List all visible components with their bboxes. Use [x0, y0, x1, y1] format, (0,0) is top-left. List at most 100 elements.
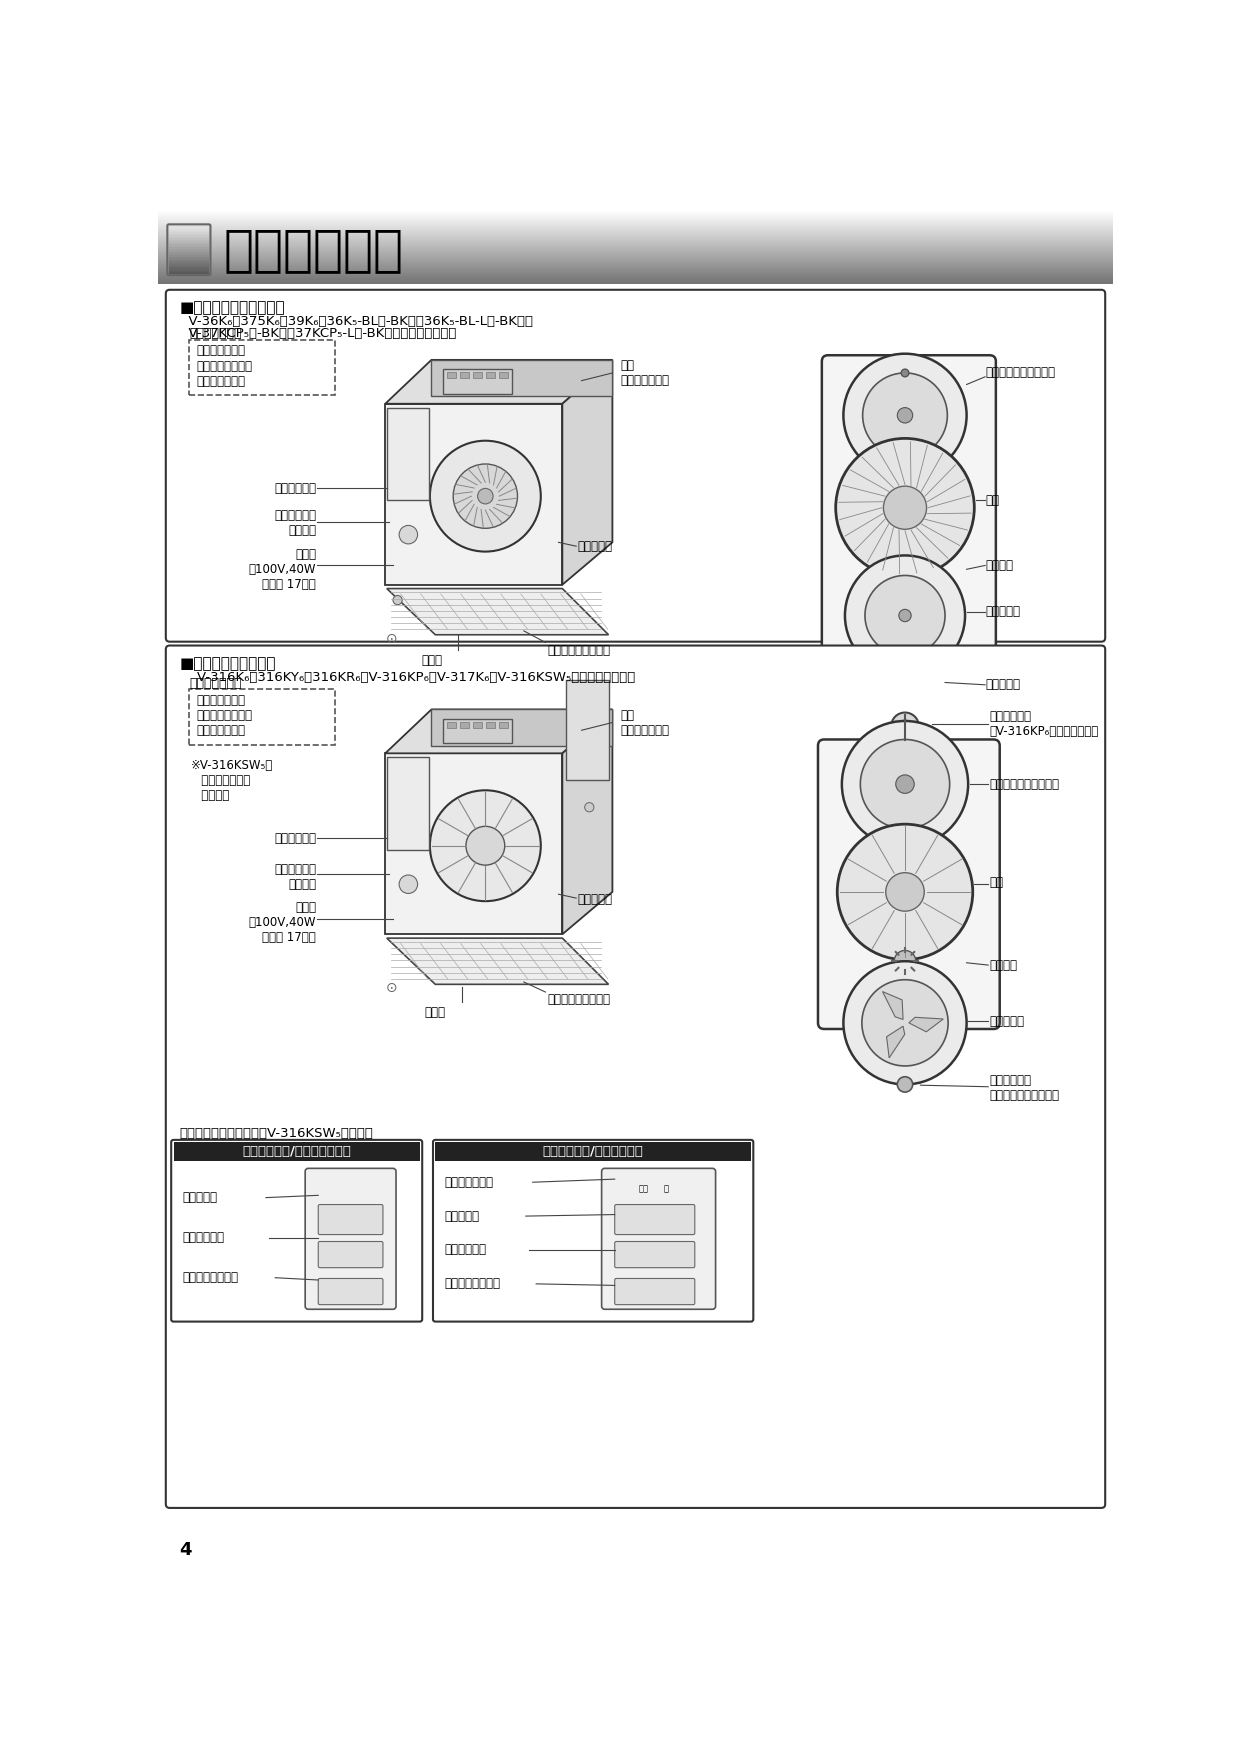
- Bar: [486, 372, 495, 379]
- Text: 表示ランプ: 表示ランプ: [444, 1210, 480, 1223]
- Circle shape: [898, 407, 913, 423]
- Text: ⊙: ⊙: [386, 980, 397, 995]
- FancyBboxPatch shape: [822, 356, 996, 660]
- FancyBboxPatch shape: [166, 645, 1105, 1508]
- Text: 4: 4: [180, 1542, 192, 1559]
- Bar: [387, 758, 429, 849]
- Circle shape: [843, 961, 967, 1084]
- Text: フィルター（２層）: フィルター（２層）: [547, 993, 610, 1007]
- Polygon shape: [563, 360, 613, 584]
- Text: ランプスイッチ: ランプスイッチ: [197, 693, 246, 707]
- FancyBboxPatch shape: [818, 740, 999, 1030]
- Circle shape: [895, 775, 914, 793]
- Text: スピナー: スピナー: [986, 560, 1014, 572]
- Circle shape: [894, 951, 916, 972]
- Polygon shape: [443, 368, 512, 393]
- FancyBboxPatch shape: [615, 1279, 694, 1305]
- Circle shape: [899, 609, 911, 621]
- Circle shape: [892, 712, 919, 740]
- Circle shape: [901, 368, 909, 377]
- Text: 風量切換スイッチ: 風量切換スイッチ: [182, 1272, 239, 1284]
- Circle shape: [842, 721, 968, 847]
- Circle shape: [430, 791, 541, 902]
- Text: 照明: 照明: [639, 1184, 649, 1193]
- Polygon shape: [883, 991, 903, 1019]
- Polygon shape: [432, 709, 613, 745]
- Text: 羽根: 羽根: [986, 493, 999, 507]
- Circle shape: [883, 486, 926, 530]
- Text: 風量切換スイッチ: 風量切換スイッチ: [197, 360, 253, 372]
- Text: スイッチ操作部: スイッチ操作部: [188, 328, 242, 340]
- FancyBboxPatch shape: [601, 1168, 715, 1308]
- Text: ランプスイッチ: ランプスイッチ: [197, 344, 246, 358]
- Circle shape: [866, 575, 945, 656]
- Circle shape: [466, 826, 505, 865]
- FancyBboxPatch shape: [319, 1242, 383, 1268]
- Text: ランプカバー: ランプカバー: [274, 482, 316, 495]
- Circle shape: [885, 873, 924, 910]
- Text: スイッチパネル: スイッチパネル: [197, 724, 246, 737]
- Circle shape: [393, 595, 402, 605]
- FancyBboxPatch shape: [319, 1279, 383, 1305]
- Text: コントロールスイッチ（V-316KSW₅の場合）: コントロールスイッチ（V-316KSW₅の場合）: [180, 1126, 373, 1140]
- Bar: [486, 721, 495, 728]
- Text: 電源スイッチ: 電源スイッチ: [182, 1231, 224, 1244]
- Text: スイッチ操作部: スイッチ操作部: [188, 677, 242, 689]
- Polygon shape: [386, 752, 563, 935]
- Text: 本体
（ケーシング）: 本体 （ケーシング）: [620, 360, 670, 388]
- Bar: [387, 407, 429, 500]
- Polygon shape: [386, 360, 613, 403]
- Text: 風量切換スイッチ: 風量切換スイッチ: [444, 1277, 501, 1291]
- Circle shape: [844, 556, 965, 675]
- Text: 差込部: 差込部: [425, 1005, 446, 1019]
- Bar: [460, 372, 469, 379]
- FancyBboxPatch shape: [615, 1205, 694, 1235]
- Bar: [460, 721, 469, 728]
- Bar: [500, 372, 508, 379]
- Circle shape: [861, 740, 950, 830]
- Bar: [500, 721, 508, 728]
- Circle shape: [862, 980, 949, 1066]
- Bar: [188, 340, 335, 395]
- Text: ※V-316KSW₅は
   スイッチはあり
   ません。: ※V-316KSW₅は スイッチはあり ません。: [191, 759, 273, 802]
- Polygon shape: [432, 360, 613, 396]
- Text: 羽根: 羽根: [990, 877, 1003, 889]
- Bar: [472, 372, 482, 379]
- Text: ランプカバー
取付ねじ: ランプカバー 取付ねじ: [274, 863, 316, 891]
- Text: モーターシャフトピン: モーターシャフトピン: [986, 367, 1055, 379]
- Circle shape: [399, 526, 418, 544]
- Text: ランプスイッチ: ランプスイッチ: [444, 1175, 494, 1189]
- Circle shape: [585, 803, 594, 812]
- Text: ランプカバー: ランプカバー: [274, 831, 316, 844]
- Text: ■ターボファンタイプ: ■ターボファンタイプ: [180, 656, 277, 670]
- Bar: [188, 689, 335, 745]
- Circle shape: [430, 440, 541, 551]
- Bar: [446, 372, 456, 379]
- Circle shape: [399, 875, 418, 893]
- Text: ⊙: ⊙: [386, 631, 397, 645]
- Text: ランプ
（100V,40W
口金径 17㎜）: ランプ （100V,40W 口金径 17㎜）: [248, 547, 316, 591]
- Text: 差込部: 差込部: [420, 654, 441, 667]
- Polygon shape: [563, 709, 613, 935]
- Text: ベルマウス: ベルマウス: [986, 605, 1021, 617]
- Circle shape: [930, 675, 942, 688]
- Text: 照明ランプ入/切スイッチなし: 照明ランプ入/切スイッチなし: [242, 1145, 351, 1158]
- Polygon shape: [909, 1017, 944, 1031]
- Polygon shape: [386, 403, 563, 584]
- Text: V-36K₆・375K₆・39K₆・36K₅-BL（-BK）・36K₅-BL-L（-BK）・: V-36K₆・375K₆・39K₆・36K₅-BL（-BK）・36K₅-BL-L…: [180, 316, 533, 328]
- Circle shape: [836, 438, 975, 577]
- Text: 本体
（ケーシング）: 本体 （ケーシング）: [620, 709, 670, 737]
- Bar: [174, 1142, 420, 1161]
- FancyBboxPatch shape: [166, 289, 1105, 642]
- Text: 風量切換スイッチ: 風量切換スイッチ: [197, 709, 253, 723]
- Bar: [567, 681, 609, 781]
- FancyBboxPatch shape: [615, 1242, 694, 1268]
- Circle shape: [837, 824, 972, 959]
- Text: 照明ランプ入/切スイッチ付: 照明ランプ入/切スイッチ付: [543, 1145, 644, 1158]
- Text: モーターシャフトピン: モーターシャフトピン: [990, 777, 1060, 791]
- Circle shape: [843, 354, 967, 477]
- FancyBboxPatch shape: [319, 1205, 383, 1235]
- Circle shape: [899, 721, 911, 733]
- Text: ■シロッコファンタイプ: ■シロッコファンタイプ: [180, 300, 285, 316]
- Bar: [446, 721, 456, 728]
